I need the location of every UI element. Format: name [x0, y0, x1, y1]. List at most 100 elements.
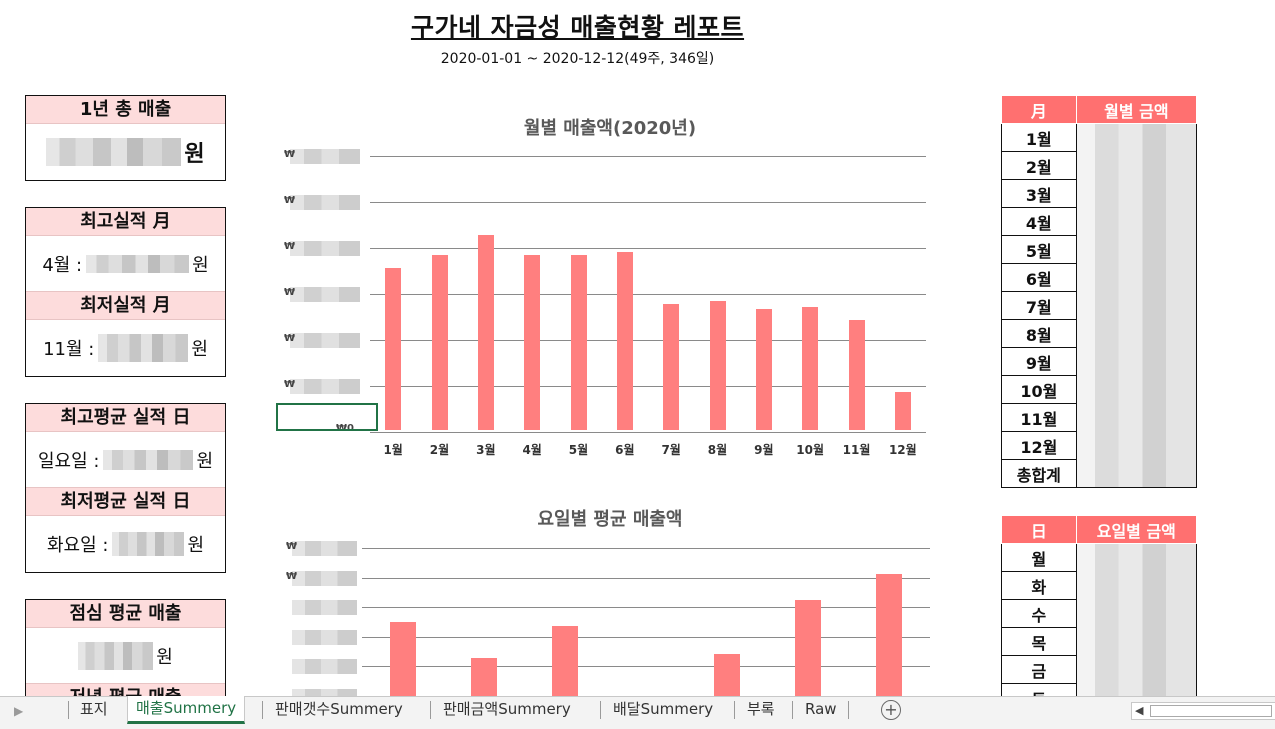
- month-table-amount-cell[interactable]: [1076, 319, 1196, 348]
- day-table-label-cell[interactable]: 금: [1001, 655, 1077, 684]
- sheet-tab[interactable]: 부록: [747, 700, 775, 718]
- best-day-header: 최고평균 실적 日: [26, 404, 225, 432]
- month-table-amount-cell[interactable]: [1076, 151, 1196, 180]
- chart-bar[interactable]: [663, 303, 680, 430]
- month-table-amount-cell[interactable]: [1076, 347, 1196, 376]
- scroll-left-arrow-icon[interactable]: ◀: [1135, 704, 1144, 717]
- month-table-label-cell[interactable]: 총합계: [1001, 459, 1077, 488]
- chart-bar[interactable]: [477, 235, 494, 430]
- month-table-label-cell[interactable]: 8월: [1001, 319, 1077, 348]
- weekday-sales-chart[interactable]: 요일별 평균 매출액 ₩ ₩: [270, 503, 950, 704]
- chart-bar[interactable]: [876, 574, 903, 696]
- month-table-amount-cell[interactable]: [1076, 124, 1196, 152]
- month-table-label-cell[interactable]: 3월: [1001, 179, 1077, 208]
- chart-bar[interactable]: [795, 600, 822, 696]
- tab-separator: [68, 701, 69, 719]
- month-table-label-cell[interactable]: 12월: [1001, 431, 1077, 460]
- month-table-amount-cell[interactable]: [1076, 291, 1196, 320]
- chart-bar[interactable]: [431, 254, 448, 430]
- monthly-sales-chart[interactable]: 월별 매출액(2020년) ₩ ₩ ₩ ₩ ₩ ₩ ₩0 1월 2월 3월 4월 5월 6월 7월 8월 9월…: [270, 110, 950, 470]
- month-table-amount-cell[interactable]: [1076, 263, 1196, 292]
- redacted-value: [86, 254, 190, 273]
- month-table-amount-cell[interactable]: [1076, 431, 1196, 460]
- day-amount-column-header: 요일별 금액: [1075, 515, 1198, 544]
- worst-month-row: 11월 : 원: [26, 320, 225, 375]
- month-table-label-cell[interactable]: 1월: [1001, 123, 1077, 152]
- chart-bar[interactable]: [570, 254, 587, 430]
- sheet-tab[interactable]: 판매갯수Summery: [275, 700, 403, 718]
- won-unit: 원: [196, 450, 214, 472]
- day-table-label-cell[interactable]: 목: [1001, 627, 1077, 656]
- gridline: [370, 156, 926, 157]
- day-table-label-cell[interactable]: 수: [1001, 599, 1077, 628]
- month-table-amount-cell[interactable]: [1076, 207, 1196, 236]
- gridline: [362, 666, 930, 668]
- sheet-tab[interactable]: 매출Summery: [127, 696, 246, 724]
- month-table-row: 9월: [1001, 347, 1197, 376]
- total-sales-box: 1년 총 매출 원: [25, 95, 226, 181]
- sheet-tab[interactable]: 표지: [80, 700, 108, 718]
- chart-bar[interactable]: [709, 301, 726, 430]
- horizontal-scrollbar[interactable]: ◀: [1131, 702, 1275, 720]
- redacted-value: [78, 641, 154, 670]
- month-table-label-cell[interactable]: 9월: [1001, 347, 1077, 376]
- month-table-label-cell[interactable]: 4월: [1001, 207, 1077, 236]
- gridline: [362, 577, 930, 579]
- chart-bar[interactable]: [755, 309, 772, 430]
- total-sales-header: 1년 총 매출: [26, 96, 225, 124]
- month-table-label-cell[interactable]: 7월: [1001, 291, 1077, 320]
- won-unit: 원: [156, 646, 173, 668]
- chart-bar[interactable]: [714, 653, 741, 696]
- sheet-tab[interactable]: Raw: [805, 700, 837, 718]
- day-table-row: 화: [1001, 571, 1197, 600]
- month-table-label-cell[interactable]: 6월: [1001, 263, 1077, 292]
- x-axis-label: 7월: [661, 443, 681, 457]
- day-table-label-cell[interactable]: 화: [1001, 571, 1077, 600]
- day-table-amount-cell[interactable]: [1076, 655, 1196, 684]
- chart-bar[interactable]: [894, 391, 911, 430]
- chart-bar[interactable]: [524, 254, 541, 430]
- day-table-amount-cell[interactable]: [1076, 571, 1196, 600]
- chart-bar[interactable]: [848, 320, 865, 430]
- month-amount-table: 月 월별 금액 1월 2월 3월 4월 5월 6월 7월 8월 9월 10월 11월 12월 총합계: [1001, 95, 1198, 488]
- redacted-y-axis-label: [292, 600, 357, 616]
- redacted-amount: [1076, 403, 1196, 432]
- chart-bar[interactable]: [470, 657, 497, 696]
- day-table-amount-cell[interactable]: [1076, 544, 1196, 572]
- x-axis-label: 8월: [707, 443, 728, 457]
- month-table-label-cell[interactable]: 10월: [1001, 375, 1077, 404]
- day-table-label-cell[interactable]: 월: [1001, 543, 1077, 572]
- add-sheet-icon[interactable]: +: [881, 700, 901, 720]
- chart-bar[interactable]: [551, 625, 578, 696]
- sheet-tab[interactable]: 배달Summery: [613, 700, 714, 718]
- x-axis-label: 4월: [522, 443, 542, 457]
- day-table-amount-cell[interactable]: [1076, 599, 1196, 628]
- month-table-label-cell[interactable]: 5월: [1001, 235, 1077, 264]
- chart-bar[interactable]: [616, 251, 633, 430]
- redacted-value: [112, 531, 185, 556]
- day-table-amount-cell[interactable]: [1076, 627, 1196, 656]
- chart-bar[interactable]: [802, 306, 819, 430]
- month-table-label-cell[interactable]: 2월: [1001, 151, 1077, 180]
- x-axis-label: 9월: [754, 443, 774, 457]
- month-table-label-cell[interactable]: 11월: [1001, 403, 1077, 432]
- month-table-amount-cell[interactable]: [1076, 235, 1196, 264]
- tab-scroll-left-icon[interactable]: ▶: [14, 704, 24, 718]
- selected-cell[interactable]: [276, 403, 378, 431]
- scrollbar-thumb[interactable]: [1150, 705, 1272, 717]
- chart-bar[interactable]: [385, 268, 402, 430]
- month-table-amount-cell[interactable]: [1076, 459, 1196, 488]
- month-table-amount-cell[interactable]: [1076, 179, 1196, 208]
- month-table-row: 총합계: [1001, 459, 1197, 488]
- sheet-tab[interactable]: 판매금액Summery: [443, 700, 571, 718]
- lunch-sales-header: 점심 평균 매출: [26, 600, 225, 628]
- best-month-header: 최고실적 月: [26, 208, 225, 236]
- x-axis-label: 10월: [796, 443, 825, 457]
- chart-bar[interactable]: [389, 621, 416, 696]
- x-axis-label: 3월: [476, 443, 496, 457]
- redacted-value: [46, 137, 182, 166]
- redacted-amount: [1076, 599, 1196, 628]
- month-table-amount-cell[interactable]: [1076, 375, 1196, 404]
- month-table-amount-cell[interactable]: [1076, 403, 1196, 432]
- month-table-row: 6월: [1001, 263, 1197, 292]
